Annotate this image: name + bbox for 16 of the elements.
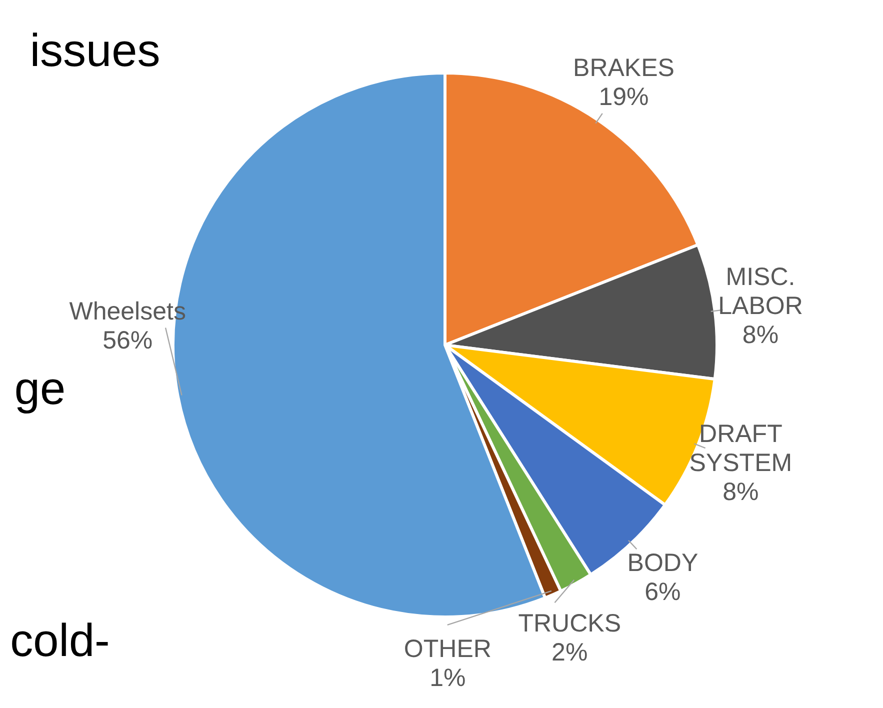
text: issues	[30, 24, 160, 76]
data-label: 8%	[742, 321, 779, 350]
data-label: 2%	[552, 638, 588, 667]
slice-label: TRUCKS	[518, 610, 622, 638]
slice-label: BODY	[627, 548, 698, 577]
text: ge	[14, 362, 66, 414]
slice-label: DRAFT SYSTEM	[689, 420, 792, 478]
data-label: 6%	[644, 578, 681, 606]
data-label: 8%	[722, 478, 759, 506]
data-label: 56%	[102, 326, 153, 354]
text: cold-	[10, 614, 110, 666]
slice-label: OTHER	[404, 634, 492, 663]
slice-label: MISC. LABOR	[718, 263, 803, 320]
slice-label: BRAKES	[573, 54, 674, 82]
data-label: 1%	[430, 664, 466, 692]
data-label: 19%	[598, 82, 649, 111]
